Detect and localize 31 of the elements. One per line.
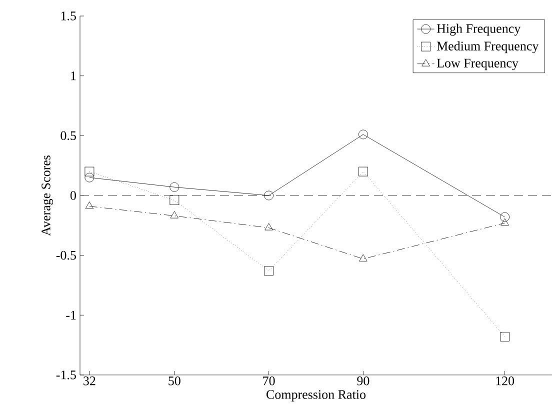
- y-tick-label: 0: [70, 191, 76, 200]
- legend-label: Low Frequency: [436, 58, 518, 70]
- x-tick-label: 32: [84, 376, 96, 386]
- y-tick-label: 1.5: [61, 12, 76, 20]
- y-tick-label: -0.5: [56, 250, 76, 260]
- x-axis-title: Compression Ratio: [266, 390, 366, 402]
- point: [500, 332, 510, 342]
- x-tick-label: 70: [263, 376, 275, 386]
- y-axis-title: Average Scores: [42, 155, 54, 236]
- point: [264, 223, 273, 230]
- point: [84, 172, 94, 182]
- point: [359, 254, 368, 262]
- y-tick-label: -1: [66, 310, 76, 320]
- y-tick-label: -1.5: [56, 370, 76, 380]
- point: [358, 166, 368, 176]
- x-tick-label: 90: [357, 376, 370, 386]
- legend-label: Medium Frequency: [436, 41, 539, 54]
- point: [264, 190, 274, 200]
- point: [170, 196, 180, 205]
- point: [358, 130, 368, 140]
- point: [84, 166, 94, 176]
- y-tick-label: 1: [71, 72, 76, 80]
- x-tick-label: 50: [168, 376, 180, 386]
- point: [170, 182, 180, 192]
- point: [85, 202, 94, 209]
- point: [170, 211, 178, 218]
- point: [500, 212, 510, 222]
- point: [264, 266, 274, 276]
- y-tick-label: 0.5: [60, 131, 76, 140]
- legend-label: High Frequency: [436, 24, 521, 36]
- x-tick-label: 120: [496, 376, 514, 386]
